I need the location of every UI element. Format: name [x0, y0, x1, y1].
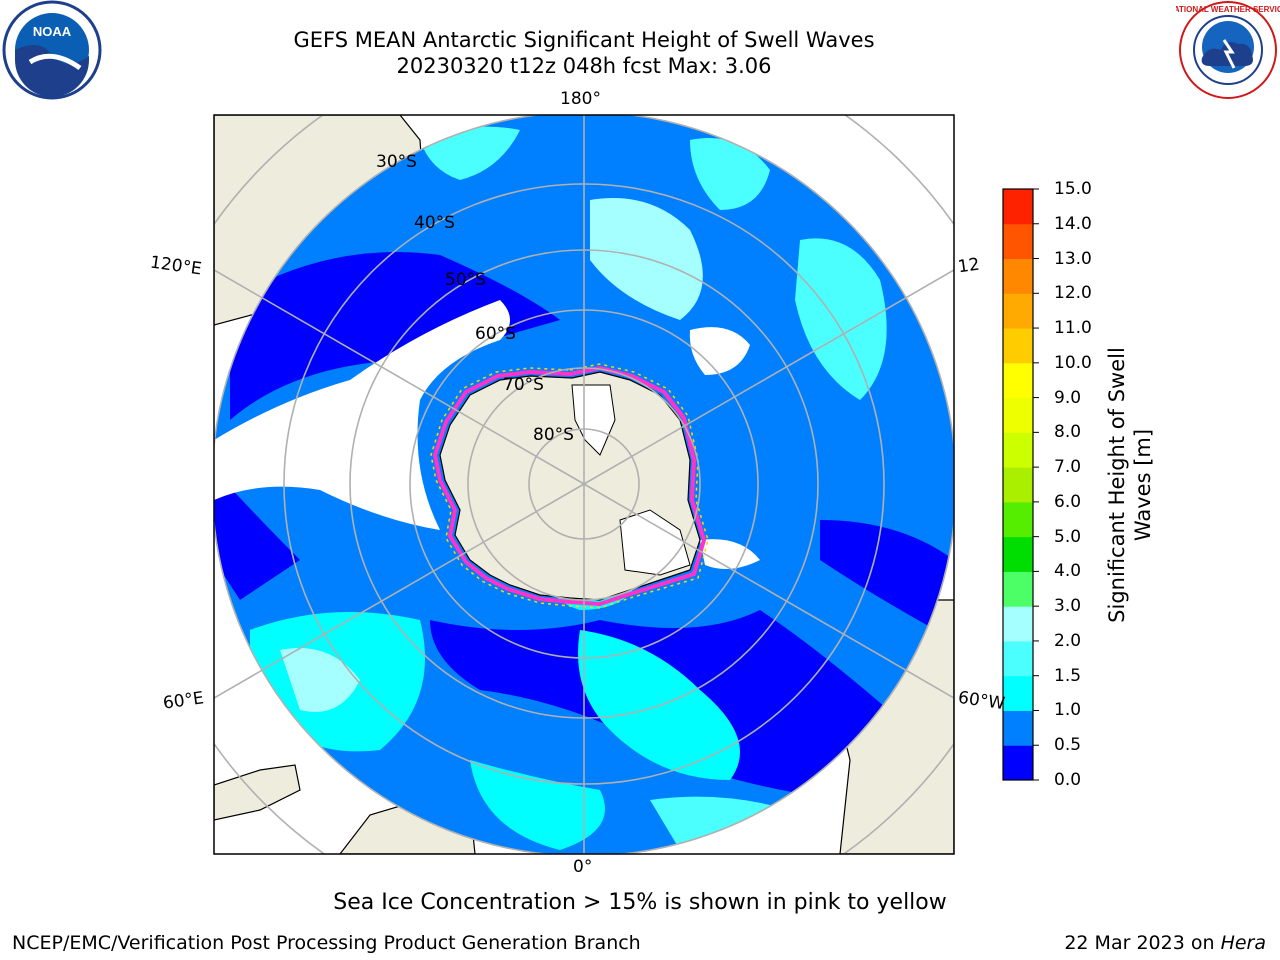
- latitude-label-30s: 30°S: [376, 152, 417, 172]
- colorbar-segment: [1003, 501, 1033, 538]
- colorbar-tick-label: 7.0: [1054, 457, 1082, 478]
- meridian-label-180: 180°: [560, 89, 601, 109]
- colorbar-label-line2: Waves [m]: [1131, 428, 1155, 542]
- colorbar-segment: [1003, 745, 1033, 781]
- colorbar-tick-label: 4.0: [1054, 561, 1082, 582]
- map-frame: [213, 114, 955, 855]
- colorbar-tick-label: 12.0: [1054, 283, 1092, 304]
- colorbar-label: Significant Height of Swell Waves [m]: [1104, 315, 1156, 655]
- colorbar-segment: [1003, 536, 1033, 572]
- colorbar-segment: [1003, 328, 1033, 364]
- colorbar-segment: [1003, 258, 1033, 294]
- colorbar-tick-label: 1.0: [1054, 700, 1082, 721]
- noaa-logo-text: NOAA: [33, 24, 72, 39]
- noaa-logo: NOAA: [2, 0, 102, 100]
- colorbar-tick-label: 15.0: [1054, 179, 1092, 199]
- colorbar-segment: [1003, 189, 1033, 225]
- latitude-label-80s: 80°S: [533, 425, 574, 445]
- sea-ice-note: Sea Ice Concentration > 15% is shown in …: [333, 890, 947, 915]
- colorbar-segment: [1003, 432, 1033, 468]
- colorbar-label-line1: Significant Height of Swell: [1105, 347, 1129, 623]
- nws-logo-text: NATIONAL WEATHER SERVICE: [1176, 5, 1280, 14]
- nws-logo: NATIONAL WEATHER SERVICE: [1176, 1, 1280, 99]
- colorbar-segment: [1003, 571, 1033, 607]
- latitude-label-60s: 60°S: [475, 324, 516, 344]
- colorbar-segment: [1003, 362, 1033, 399]
- colorbar-segment: [1003, 467, 1033, 503]
- colorbar-tick-label: 8.0: [1054, 422, 1082, 443]
- colorbar-tick-label: 10.0: [1054, 352, 1092, 373]
- colorbar-frame: [1002, 188, 1034, 781]
- colorbar-segment: [1003, 675, 1033, 711]
- ross-ice-shelf: [571, 384, 616, 456]
- latitude-label-70s: 70°S: [503, 375, 544, 395]
- colorbar-tick-label: 9.0: [1054, 387, 1082, 408]
- run-date-text: 22 Mar 2023 on: [1064, 932, 1215, 954]
- colorbar-tick-label: 6.0: [1054, 491, 1082, 512]
- run-date: 22 Mar 2023 on Hera: [1064, 932, 1266, 954]
- graticule: [214, 115, 954, 854]
- colorbar-tick-label: 5.0: [1054, 526, 1082, 547]
- map-title: GEFS MEAN Antarctic Significant Height o…: [293, 28, 875, 52]
- colorbar-tick-label: 1.5: [1054, 665, 1082, 686]
- colorbar-tick-label: 3.0: [1054, 596, 1082, 617]
- meridian-label-0: 0°: [573, 857, 593, 877]
- host-name: Hera: [1220, 932, 1266, 954]
- latitude-label-40s: 40°S: [414, 213, 455, 233]
- credit-line: NCEP/EMC/Verification Post Processing Pr…: [12, 932, 641, 954]
- colorbar-segment: [1003, 710, 1033, 746]
- colorbar-segment: [1003, 606, 1033, 642]
- colorbar-tick-label: 14.0: [1054, 213, 1092, 234]
- colorbar-tick-label: 0.5: [1054, 735, 1082, 756]
- colorbar-tick-label: 2.0: [1054, 630, 1082, 651]
- colorbar-tick-label: 11.0: [1054, 318, 1092, 339]
- latitude-label-50s: 50°S: [445, 270, 486, 290]
- meridian-label-120w: 120°W: [956, 254, 980, 278]
- colorbar-segment: [1003, 640, 1033, 677]
- colorbar-segment: [1003, 397, 1033, 433]
- colorbar-segment: [1003, 223, 1033, 260]
- colorbar: [1002, 188, 1039, 781]
- colorbar-segment: [1003, 293, 1033, 329]
- map-subtitle: 20230320 t12z 048h fcst Max: 3.06: [396, 54, 772, 78]
- colorbar-tick-label: 0.0: [1054, 770, 1082, 790]
- colorbar-tick-label: 13.0: [1054, 248, 1092, 269]
